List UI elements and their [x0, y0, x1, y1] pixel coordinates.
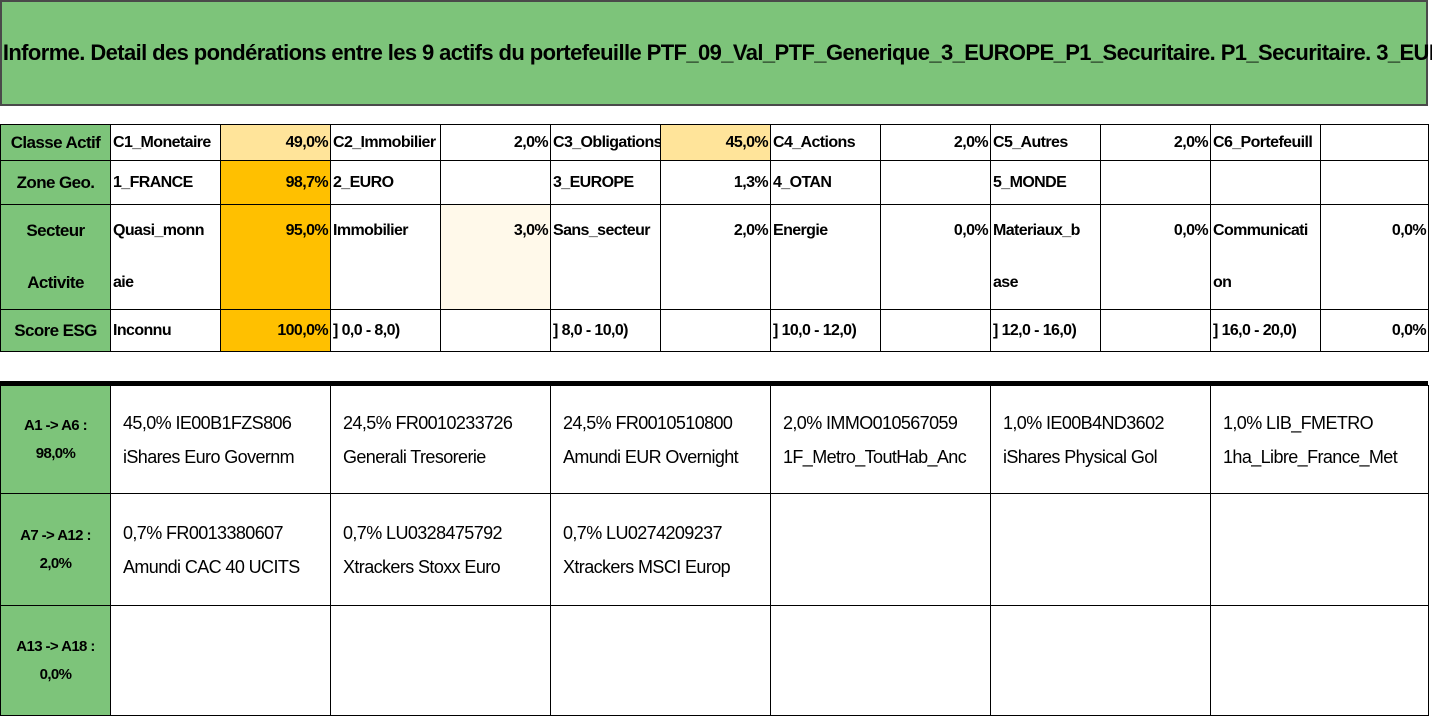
- cell-label[interactable]: 3_EUROPE: [550, 160, 661, 205]
- cell-value[interactable]: 1,3%: [660, 160, 771, 205]
- cell-label[interactable]: C3_Obligations: [550, 124, 661, 161]
- assets-row-header: A7 -> A12 : 2,0%: [0, 493, 111, 606]
- cell-value[interactable]: 98,7%: [220, 160, 331, 205]
- cell-label[interactable]: ] 12,0 - 16,0): [990, 309, 1101, 352]
- asset-cell[interactable]: [990, 493, 1211, 606]
- cell-label[interactable]: ] 0,0 - 8,0): [330, 309, 441, 352]
- report-title: ADAM Informe. Detail des pondérations en…: [0, 0, 1432, 106]
- asset-cell[interactable]: 45,0% IE00B1FZS806 iShares Euro Governm: [110, 385, 331, 494]
- cell-label[interactable]: Quasi_monn aie: [110, 204, 221, 310]
- cell-value[interactable]: 2,0%: [660, 204, 771, 310]
- cell-value[interactable]: 2,0%: [1100, 124, 1211, 161]
- row-header-zone: Zone Geo.: [0, 160, 111, 205]
- cell-value[interactable]: [440, 309, 551, 352]
- asset-cell[interactable]: 0,7% LU0274209237 Xtrackers MSCI Europ: [550, 493, 771, 606]
- cell-value[interactable]: [1100, 309, 1211, 352]
- asset-cell[interactable]: [550, 605, 771, 716]
- asset-cell[interactable]: 24,5% FR0010510800 Amundi EUR Overnight: [550, 385, 771, 494]
- asset-cell[interactable]: [330, 605, 551, 716]
- cell-value[interactable]: [880, 160, 991, 205]
- asset-cell[interactable]: [990, 605, 1211, 716]
- cell-label[interactable]: 1_FRANCE: [110, 160, 221, 205]
- cell-value[interactable]: 0,0%: [1100, 204, 1211, 310]
- cell-value[interactable]: [660, 309, 771, 352]
- row-header-classe: Classe Actif: [0, 124, 111, 161]
- assets-table: A1 -> A6 : 98,0% 45,0% IE00B1FZS806 iShar…: [0, 385, 1429, 716]
- cell-label[interactable]: C4_Actions: [770, 124, 881, 161]
- cell-label[interactable]: ] 8,0 - 10,0): [550, 309, 661, 352]
- section-separator: [0, 381, 1428, 385]
- cell-value[interactable]: [440, 160, 551, 205]
- cell-label[interactable]: C1_Monetaire: [110, 124, 221, 161]
- cell-label[interactable]: ] 16,0 - 20,0): [1210, 309, 1321, 352]
- cell-value[interactable]: [1320, 160, 1429, 205]
- asset-cell[interactable]: 0,7% LU0328475792 Xtrackers Stoxx Euro: [330, 493, 551, 606]
- cell-label[interactable]: C5_Autres: [990, 124, 1101, 161]
- row-header-secteur: Secteur Activite: [0, 204, 111, 310]
- cell-label[interactable]: Immobilier: [330, 204, 441, 310]
- asset-cell[interactable]: 2,0% IMMO010567059 1F_Metro_ToutHab_Anc: [770, 385, 991, 494]
- row-zone-geo: Zone Geo. 1_FRANCE 98,7% 2_EURO 3_EUROPE…: [0, 160, 1429, 205]
- assets-row-header: A1 -> A6 : 98,0%: [0, 385, 111, 494]
- weights-table: Classe Actif C1_Monetaire 49,0% C2_Immob…: [0, 124, 1429, 352]
- cell-value[interactable]: 3,0%: [440, 204, 551, 310]
- asset-cell[interactable]: 24,5% FR0010233726 Generali Tresorerie: [330, 385, 551, 494]
- cell-label[interactable]: 2_EURO: [330, 160, 441, 205]
- cell-value[interactable]: 49,0%: [220, 124, 331, 161]
- row-score-esg: Score ESG Inconnu 100,0% ] 0,0 - 8,0) ] …: [0, 309, 1429, 352]
- asset-cell[interactable]: [770, 493, 991, 606]
- asset-cell[interactable]: 1,0% LIB_FMETRO 1ha_Libre_France_Met: [1210, 385, 1429, 494]
- cell-value[interactable]: 2,0%: [440, 124, 551, 161]
- asset-cell[interactable]: 0,7% FR0013380607 Amundi CAC 40 UCITS: [110, 493, 331, 606]
- cell-value[interactable]: 2,0%: [880, 124, 991, 161]
- cell-value[interactable]: 95,0%: [220, 204, 331, 310]
- cell-label[interactable]: Communicati on: [1210, 204, 1321, 310]
- cell-label[interactable]: ] 10,0 - 12,0): [770, 309, 881, 352]
- assets-row-a1-a6: A1 -> A6 : 98,0% 45,0% IE00B1FZS806 iShar…: [0, 385, 1429, 494]
- row-header-esg: Score ESG: [0, 309, 111, 352]
- cell-value[interactable]: 0,0%: [1320, 309, 1429, 352]
- cell-value[interactable]: [1100, 160, 1211, 205]
- cell-value[interactable]: 0,0%: [1320, 204, 1429, 310]
- asset-cell[interactable]: [1210, 493, 1429, 606]
- cell-value[interactable]: [880, 309, 991, 352]
- cell-label[interactable]: C6_Portefeuill: [1210, 124, 1321, 161]
- cell-label[interactable]: 5_MONDE: [990, 160, 1101, 205]
- assets-row-a7-a12: A7 -> A12 : 2,0% 0,7% FR0013380607 Amundi…: [0, 493, 1429, 606]
- assets-row-header: A13 -> A18 : 0,0%: [0, 605, 111, 716]
- row-classe-actif: Classe Actif C1_Monetaire 49,0% C2_Immob…: [0, 124, 1429, 161]
- asset-cell[interactable]: 1,0% IE00B4ND3602 iShares Physical Gol: [990, 385, 1211, 494]
- cell-label[interactable]: 4_OTAN: [770, 160, 881, 205]
- cell-value[interactable]: [1320, 124, 1429, 161]
- cell-label[interactable]: [1210, 160, 1321, 205]
- cell-label[interactable]: C2_Immobilier: [330, 124, 441, 161]
- cell-label[interactable]: Energie: [770, 204, 881, 310]
- cell-label[interactable]: Sans_secteur: [550, 204, 661, 310]
- cell-label[interactable]: Materiaux_b ase: [990, 204, 1101, 310]
- cell-value[interactable]: 0,0%: [880, 204, 991, 310]
- cell-value[interactable]: 45,0%: [660, 124, 771, 161]
- assets-row-a13-a18: A13 -> A18 : 0,0%: [0, 605, 1429, 716]
- asset-cell[interactable]: [1210, 605, 1429, 716]
- row-secteur-activite: Secteur Activite Quasi_monn aie 95,0% Imm…: [0, 204, 1429, 310]
- asset-cell[interactable]: [770, 605, 991, 716]
- cell-value[interactable]: 100,0%: [220, 309, 331, 352]
- cell-label[interactable]: Inconnu: [110, 309, 221, 352]
- asset-cell[interactable]: [110, 605, 331, 716]
